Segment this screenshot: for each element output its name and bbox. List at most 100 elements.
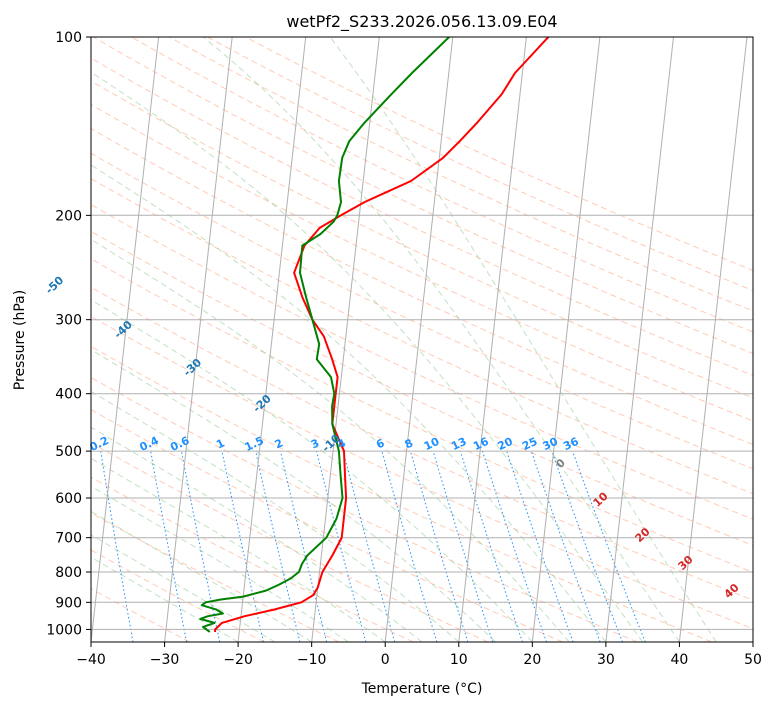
dry-adiabat-line: [91, 512, 340, 642]
dry-adiabat-line: [92, 37, 753, 355]
y-tick-label: 400: [55, 387, 82, 403]
dry-adiabat-line: [91, 178, 753, 495]
x-tick-label: −10: [297, 652, 327, 668]
x-tick-label: 0: [381, 652, 390, 668]
x-tick-label: −40: [76, 652, 106, 668]
y-tick-label: 500: [55, 444, 82, 460]
mixing-ratio-line: [221, 451, 264, 642]
dry-adiabat-line: [91, 587, 190, 642]
mixing-ratio-label: 16: [471, 435, 491, 453]
mixing-ratio-line: [551, 450, 624, 642]
axis-ticks: −40 −30 −20 −10 0 10 20 30 40 5010009008007006005…: [46, 30, 762, 668]
dry-adiabat-line: [91, 57, 753, 376]
dry-adiabat-line: [91, 204, 753, 520]
y-tick-label: 900: [55, 595, 82, 611]
y-tick-label: 800: [55, 565, 82, 581]
chart-title: wetPf2_S233.2026.056.13.09.E04: [286, 12, 557, 32]
mixing-ratio-label: 3: [309, 436, 321, 451]
mixing-ratio-line: [506, 450, 574, 642]
plot-frame: [90, 36, 754, 643]
x-tick-label: 10: [450, 652, 468, 668]
dry-adiabat-label: 30: [676, 553, 696, 573]
moist-adiabat-line: [91, 71, 644, 642]
mixing-ratio-label: 20: [496, 435, 516, 453]
isotherm-label: -30: [181, 356, 205, 379]
y-tick-label: 700: [55, 531, 82, 547]
temperature-profile-line: [214, 37, 550, 633]
mixing-ratio-line: [409, 450, 469, 642]
dry-adiabat-line: [91, 286, 753, 601]
isotherm-label: -40: [112, 318, 136, 341]
moist-adiabat-line: [91, 534, 276, 642]
mixing-ratio-line: [432, 450, 494, 642]
y-tick-label: 100: [55, 30, 82, 46]
dry-adiabat-line: [91, 80, 753, 399]
mixing-ratio-label: 6: [374, 436, 387, 451]
x-tick-label: 30: [597, 652, 615, 668]
y-tick-label: 300: [55, 313, 82, 329]
mixing-ratio-line: [381, 450, 438, 642]
mixing-ratio-label: 13: [449, 435, 468, 453]
dry-adiabat-line: [91, 258, 753, 573]
isotherm-line: [164, 37, 233, 642]
isotherm-line: [384, 37, 454, 642]
mixing-ratio-line: [180, 451, 221, 642]
dry-adiabat-line: [91, 476, 414, 642]
mixing-ratio-label: 1: [214, 436, 226, 451]
x-axis-title: Temperature (°C): [361, 681, 483, 697]
mixing-ratio-label: 8: [403, 436, 415, 451]
dry-adiabat-line: [91, 409, 563, 642]
x-tick-label: 50: [744, 652, 762, 668]
isotherm-line: [678, 37, 748, 642]
dry-adiabat-line: [91, 442, 489, 642]
x-tick-label: 20: [523, 652, 541, 668]
moist-adiabat-line: [329, 37, 717, 642]
mixing-ratio-label: 25: [520, 435, 539, 453]
mixing-ratio-line: [279, 450, 328, 642]
moist-adiabat-line: [91, 164, 607, 642]
dry-adiabat-line: [91, 152, 753, 470]
isotherm-line: [91, 37, 160, 642]
background-lines: [91, 37, 753, 642]
dry-adiabat-line: [91, 315, 753, 630]
dry-adiabat-line: [131, 37, 753, 333]
isotherm-line: [752, 637, 753, 642]
dry-adiabat-line: [245, 37, 753, 271]
dry-adiabat-line: [91, 345, 712, 642]
mixing-ratio-line: [530, 450, 601, 642]
y-axis-title: Pressure (hPa): [12, 290, 28, 390]
isotherm-label: -20: [250, 392, 274, 415]
moist-adiabat-line: [91, 426, 423, 642]
mixing-ratio-line: [316, 450, 367, 642]
dry-adiabat-line: [91, 230, 753, 546]
dry-adiabat-label: 10: [591, 490, 611, 510]
moist-adiabat-line: [91, 238, 570, 642]
dry-adiabat-label: 20: [633, 525, 653, 545]
dry-adiabat-line: [91, 103, 753, 422]
isotherm-line: [311, 37, 380, 642]
dry-adiabat-label: 40: [722, 581, 742, 601]
dry-adiabat-line: [91, 127, 753, 446]
mixing-ratio-label: 36: [561, 435, 581, 453]
mixing-ratio-label: 30: [541, 435, 561, 453]
isotherm-line: [605, 37, 674, 642]
moist-adiabat-line: [91, 299, 533, 642]
moist-adiabat-line: [91, 457, 386, 642]
y-tick-label: 1000: [46, 622, 82, 638]
x-tick-label: 40: [671, 652, 689, 668]
y-tick-label: 200: [55, 208, 82, 224]
grid-lines: [91, 37, 753, 642]
isotherm-line: [531, 37, 601, 642]
mixing-ratio-line: [150, 451, 188, 642]
mixing-ratio-label: 10: [422, 435, 442, 453]
mixing-ratio-line: [482, 450, 548, 642]
dewpoint-profile-line: [199, 37, 450, 633]
mixing-ratio-line: [255, 450, 301, 642]
dry-adiabat-line: [169, 37, 753, 312]
dry-adiabat-line: [207, 37, 753, 292]
isotherm-line: [237, 37, 307, 642]
profile-series: [199, 37, 550, 633]
moist-adiabat-line: [91, 556, 239, 642]
